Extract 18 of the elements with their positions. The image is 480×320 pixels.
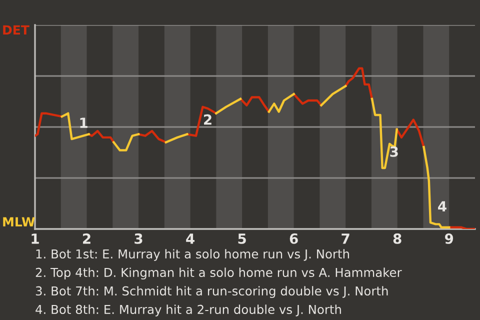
annotation: 4 xyxy=(438,201,446,212)
text: 2. Top 4th: D. Kingman hit a solo home run vs A. Hammaker xyxy=(36,268,402,280)
x-tick-label: 5 xyxy=(238,234,246,244)
text: DET xyxy=(3,25,30,34)
text: 1. Bot 1st: E. Murray hit a solo home run vs J. North xyxy=(36,249,349,261)
x-tick-label: 4 xyxy=(186,234,194,244)
text: 4. Bot 8th: E. Murray hit a 2-run double vs J. North xyxy=(36,304,341,316)
x-tick-label: 3 xyxy=(134,233,142,244)
x-tick-label: 1 xyxy=(32,234,39,244)
x-tick-label: 2 xyxy=(83,233,90,244)
annotation: 3 xyxy=(390,146,398,157)
x-tick-label: 8 xyxy=(393,233,402,244)
annotation: 1 xyxy=(80,118,88,128)
x-tick-label: 9 xyxy=(445,233,454,244)
x-tick-label: 6 xyxy=(290,233,298,244)
x-tick-label: 7 xyxy=(342,234,350,244)
text: 3. Bot 7th: M. Schmidt hit a run-scoring double vs J. North xyxy=(36,286,388,298)
annotation: 2 xyxy=(204,114,212,125)
